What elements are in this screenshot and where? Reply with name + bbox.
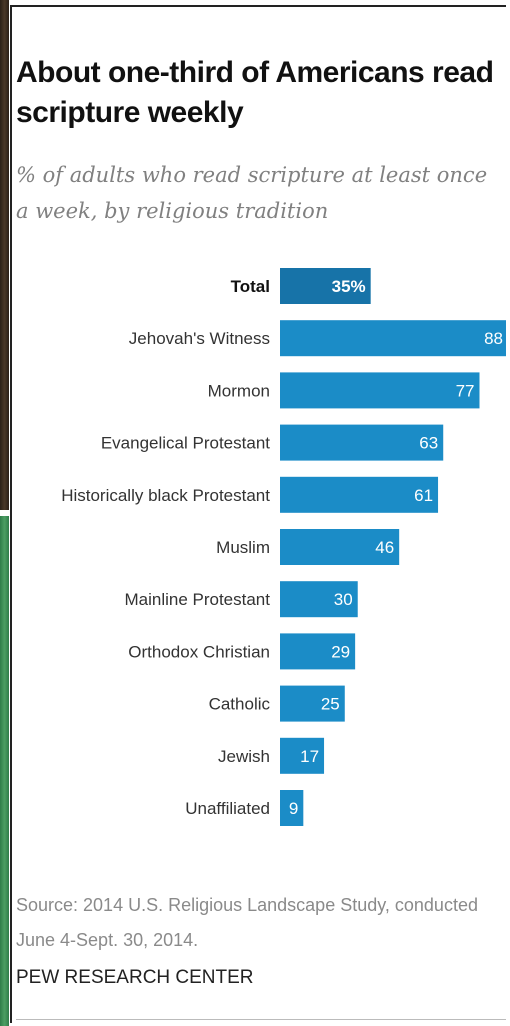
- bar-jehovah-s-witness: [280, 320, 506, 357]
- bar-catholic: [280, 685, 345, 722]
- value-label: 88: [484, 329, 503, 348]
- bar-evangelical-protestant: [280, 424, 444, 461]
- category-label: Orthodox Christian: [128, 642, 270, 661]
- bar-chart: Total 35% Jehovah's Witness 88 Mormon 77 Evang…: [61, 268, 506, 826]
- category-label: Unaffiliated: [185, 799, 270, 818]
- brand-logo-text: PEW RESEARCH CENTER: [16, 967, 254, 988]
- chart-card: About one-third of Americans read script…: [10, 5, 506, 1023]
- bar-total: [280, 268, 371, 304]
- chart-subtitle: % of adults who read scripture at least …: [16, 163, 488, 223]
- category-label: Evangelical Protestant: [101, 434, 270, 453]
- bar-orthodox-christian: [280, 633, 356, 670]
- value-label: 61: [414, 486, 433, 505]
- value-label: 17: [300, 747, 319, 766]
- bar-historically-black-protestant: [280, 476, 439, 513]
- value-label: 35%: [332, 277, 366, 296]
- bar-mainline-protestant: [280, 581, 358, 618]
- category-label: Muslim: [216, 538, 270, 557]
- category-label: Total: [231, 277, 270, 296]
- bar-unaffiliated: [280, 790, 304, 826]
- category-label: Historically black Protestant: [61, 486, 270, 505]
- bar-mormon: [280, 372, 480, 409]
- value-label: 25: [321, 695, 340, 714]
- value-label: 30: [334, 590, 353, 609]
- category-label: Jehovah's Witness: [129, 329, 270, 348]
- value-label: 29: [331, 642, 350, 661]
- category-label: Jewish: [218, 747, 270, 766]
- value-label: 9: [289, 799, 298, 818]
- category-label: Mainline Protestant: [124, 590, 270, 609]
- bar-jewish: [280, 737, 325, 774]
- category-label: Catholic: [209, 695, 271, 714]
- value-label: 77: [456, 381, 475, 400]
- category-label: Mormon: [208, 381, 270, 400]
- source-note: Source: 2014 U.S. Religious Landscape St…: [16, 895, 478, 950]
- left-edge-green-strip: [0, 516, 9, 1026]
- left-edge-dark-strip: [0, 0, 9, 510]
- value-label: 63: [419, 434, 438, 453]
- chart-title: About one-third of Americans read script…: [16, 56, 494, 129]
- value-label: 46: [375, 538, 394, 557]
- bottom-divider: [16, 1019, 506, 1020]
- bar-muslim: [280, 529, 400, 565]
